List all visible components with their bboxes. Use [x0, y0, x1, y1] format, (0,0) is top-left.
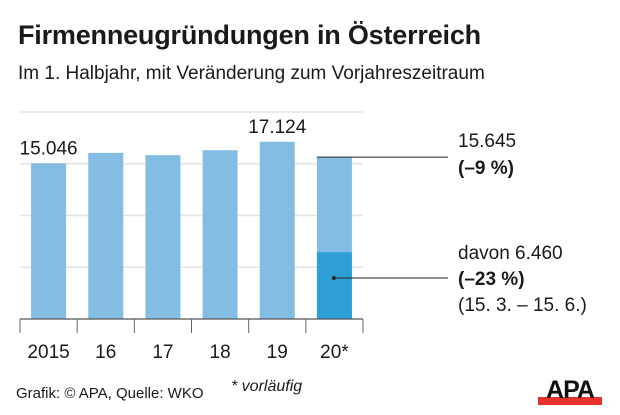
- x-tick-label: 16: [95, 342, 116, 363]
- data-label: 15.046: [20, 138, 78, 159]
- bar-19: [259, 141, 295, 319]
- x-tick-label: 19: [267, 342, 288, 363]
- x-tick-label: 18: [210, 342, 231, 363]
- x-tick-label: 2015: [27, 342, 69, 363]
- sub-bar: [316, 252, 352, 319]
- chart-title: Firmenneugründungen in Österreich: [18, 20, 481, 50]
- x-tick-label: 17: [152, 342, 173, 363]
- total-change-label: (–9 %): [458, 158, 514, 179]
- sub-period-label: (15. 3. – 15. 6.): [458, 295, 587, 316]
- svg-text:APA: APA: [546, 376, 595, 404]
- bar-18: [202, 150, 238, 319]
- x-tick-label: 20*: [320, 342, 349, 363]
- bar-2015: [31, 163, 67, 319]
- bar-16: [88, 152, 124, 319]
- total-value-label: 15.645: [458, 131, 516, 152]
- sub-change-label: (–23 %): [458, 269, 525, 290]
- footnote: * vorläufig: [231, 378, 303, 395]
- sub-value-label: davon 6.460: [458, 243, 563, 264]
- apa-logo: APA: [538, 375, 602, 405]
- data-label: 17.124: [248, 117, 307, 138]
- bar-17: [145, 155, 181, 319]
- chart-subtitle: Im 1. Halbjahr, mit Veränderung zum Vorj…: [18, 63, 485, 84]
- source-text: Grafik: © APA, Quelle: WKO: [16, 385, 204, 402]
